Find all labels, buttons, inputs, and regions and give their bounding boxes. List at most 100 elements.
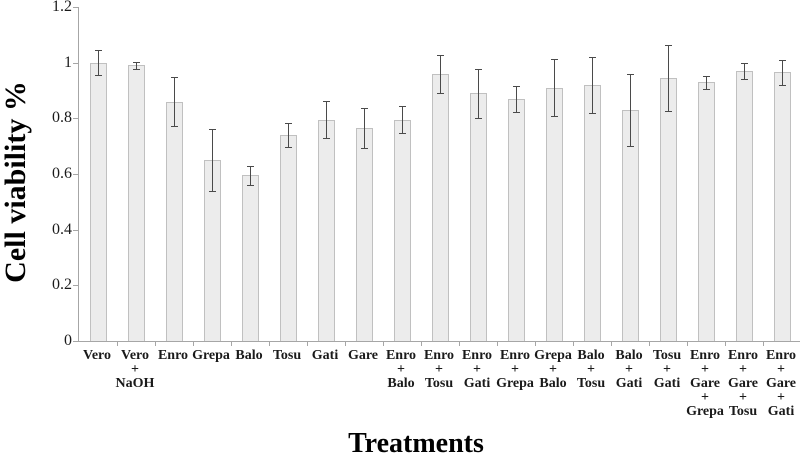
bar: [583, 84, 601, 341]
x-category-label-line: +: [777, 390, 785, 405]
bar: [697, 82, 715, 341]
x-category-label: Balo: [235, 349, 262, 363]
x-tick-mark: [155, 342, 156, 346]
error-bar-cap: [740, 63, 748, 65]
error-bar-cap: [550, 59, 558, 61]
x-category-label-line: +: [701, 362, 709, 377]
x-category-label-line: +: [397, 362, 405, 377]
x-tick-mark: [611, 342, 612, 346]
error-bar-cap: [360, 107, 368, 109]
x-category-label-line: +: [435, 362, 443, 377]
error-bar-cap: [740, 78, 748, 80]
error-bar-cap: [398, 133, 406, 135]
error-bar: [667, 45, 669, 111]
y-tick-label: 0.4: [52, 220, 72, 238]
y-tick-mark: [73, 285, 78, 287]
bar: [317, 119, 335, 341]
x-category-label: Balo + Tosu: [577, 349, 605, 391]
error-bar-cap: [588, 57, 596, 59]
x-tick-mark: [573, 342, 574, 346]
x-category-label-line: Gati: [767, 404, 795, 419]
error-bar-cap: [702, 75, 710, 77]
x-category-label-line: Enro: [765, 348, 797, 363]
x-category-label-line: Vero: [120, 348, 149, 363]
x-tick-mark: [117, 342, 118, 346]
x-tick-mark: [231, 342, 232, 346]
error-bar-cap: [208, 129, 216, 131]
x-category-label-line: +: [739, 390, 747, 405]
x-category-label: Enro + Gare + Gati: [766, 349, 796, 419]
error-bar: [439, 54, 441, 93]
y-tick-label: 0.8: [52, 109, 72, 127]
error-bar: [325, 101, 327, 139]
bar: [773, 72, 791, 341]
x-category-label-line: Tosu: [652, 348, 682, 363]
y-tick-mark: [73, 341, 78, 342]
x-category-label-line: +: [777, 362, 785, 377]
bar: [659, 77, 677, 341]
y-tick-label: 0: [64, 332, 72, 349]
x-tick-mark: [535, 342, 536, 346]
error-bar-cap: [246, 165, 254, 167]
x-category-label-line: Gati: [653, 376, 681, 391]
x-category-label-line: Gare: [689, 376, 721, 391]
bar: [127, 65, 145, 341]
error-bar: [173, 77, 175, 127]
error-bar-cap: [284, 146, 292, 148]
x-category-label-line: Gati: [311, 348, 339, 363]
y-tick-mark: [73, 229, 78, 231]
y-tick-label: 1: [64, 53, 72, 71]
bar: [431, 73, 449, 341]
y-tick-label: 1.2: [52, 0, 72, 15]
error-bar-cap: [474, 117, 482, 119]
error-bar-cap: [664, 110, 672, 112]
error-bar-cap: [550, 116, 558, 118]
x-category-label: Enro + Gare + Tosu: [728, 349, 758, 419]
x-category-label: Gare: [348, 349, 378, 363]
x-category-label-line: Enro: [157, 348, 189, 363]
x-tick-mark: [269, 342, 270, 346]
x-tick-mark: [687, 342, 688, 346]
x-tick-mark: [421, 342, 422, 346]
x-category-label-line: Gati: [615, 376, 643, 391]
error-bar: [743, 63, 745, 79]
error-bar: [97, 50, 99, 76]
x-category-label-line: Tosu: [576, 376, 606, 391]
bar: [279, 135, 297, 341]
x-tick-mark: [307, 342, 308, 346]
x-category-label-line: +: [549, 362, 557, 377]
x-category-label: Enro + Grepa: [496, 349, 534, 391]
x-category-label: Balo + Gati: [615, 349, 642, 391]
x-category-label-line: +: [473, 362, 481, 377]
x-category-label-line: Vero: [83, 348, 111, 363]
error-bar-cap: [208, 190, 216, 192]
x-category-label-line: Tosu: [728, 404, 758, 419]
error-bar-cap: [778, 59, 786, 61]
y-tick-label: 0.2: [52, 276, 72, 294]
error-bar: [135, 62, 137, 69]
error-bar: [553, 59, 555, 117]
x-tick-mark: [459, 342, 460, 346]
x-category-label: Gati: [312, 349, 338, 363]
bar: [507, 98, 525, 341]
error-bar: [287, 123, 289, 147]
bar: [89, 62, 107, 341]
x-category-label-line: +: [587, 362, 595, 377]
error-bar: [515, 86, 517, 112]
x-category-label-line: Grepa: [496, 376, 534, 391]
bar: [241, 175, 259, 341]
error-bar-cap: [626, 145, 634, 147]
x-axis-title: Treatments: [348, 428, 484, 459]
x-category-label: Enro + Tosu: [424, 349, 454, 391]
bar: [355, 128, 373, 341]
bar: [735, 71, 753, 341]
x-category-label: Enro + Balo: [386, 349, 416, 391]
y-tick-mark: [73, 118, 78, 120]
x-category-label-line: Enro: [689, 348, 721, 363]
bar: [393, 119, 411, 341]
x-category-label-line: Enro: [423, 348, 455, 363]
x-category-label-line: Balo: [577, 348, 605, 363]
x-category-label-line: Tosu: [272, 348, 302, 363]
bar: [545, 87, 563, 341]
